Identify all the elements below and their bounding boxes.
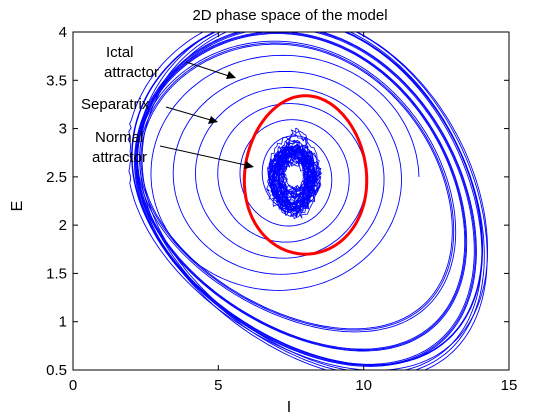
ictal-loop	[136, 32, 488, 370]
normal-arrow	[159, 145, 251, 167]
normal-label-line1: Normal	[95, 129, 143, 146]
ictal-arrowhead	[226, 71, 236, 79]
ictal-loop	[137, 40, 457, 333]
normal-loop	[281, 127, 313, 213]
normal-loop	[267, 143, 319, 199]
normal-attractor-trajectory	[266, 127, 323, 220]
ictal-loop	[141, 32, 483, 370]
x-tick-label: 15	[501, 377, 518, 394]
separatrix-arrow	[165, 106, 215, 122]
ictal-arrow	[185, 61, 233, 78]
y-tick-label: 3	[59, 121, 67, 138]
x-tick-label: 5	[214, 377, 222, 394]
y-tick-label: 3.5	[46, 72, 67, 89]
ictal-attractor-trajectory	[127, 32, 489, 370]
ictal-loop	[137, 33, 466, 350]
normal-label-line2: attractor	[92, 149, 147, 166]
y-tick-label: 0.5	[46, 362, 67, 379]
x-tick-label: 10	[355, 377, 372, 394]
transition-spiral	[150, 54, 420, 291]
ictal-loop	[127, 32, 489, 370]
y-tick-label: 2	[59, 217, 67, 234]
normal-arrowhead	[244, 161, 254, 169]
chart-title: 2D phase space of the model	[192, 7, 387, 24]
normal-loop	[268, 133, 323, 213]
separatrix-label: Separatrix	[81, 96, 150, 113]
y-tick-label: 1	[59, 314, 67, 331]
y-tick-label: 1.5	[46, 265, 67, 282]
x-tick-label: 0	[69, 377, 77, 394]
separatrix-arrowhead	[208, 116, 218, 124]
ictal-loop	[136, 32, 475, 365]
ictal-loop	[134, 32, 476, 366]
axis-ticks: 0 5 10 15 0.5 1 1.5 2 2.5 3 3.5 4	[46, 24, 517, 394]
annotations: Ictal attractor Separatrix Normal attrac…	[81, 44, 254, 169]
y-axis-label: E	[9, 201, 26, 212]
ictal-label-line1: Ictal	[106, 44, 134, 61]
ictal-label-line2: attractor	[104, 64, 159, 81]
y-tick-label: 2.5	[46, 169, 67, 186]
normal-loop	[276, 151, 308, 205]
separatrix-curve	[242, 94, 369, 256]
ictal-loop	[134, 32, 477, 367]
plot-frame	[72, 31, 510, 371]
ictal-loop	[139, 42, 455, 331]
x-axis-label: I	[287, 399, 291, 416]
y-tick-label: 4	[59, 24, 67, 41]
